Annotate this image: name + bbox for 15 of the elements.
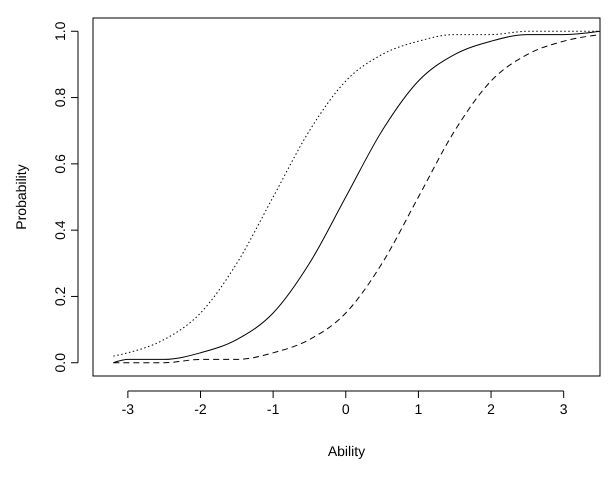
x-tick-label: 1 xyxy=(414,401,423,417)
y-axis-title: Probability xyxy=(13,164,29,230)
y-tick-label: 0.8 xyxy=(52,88,68,108)
x-tick-label: 0 xyxy=(342,401,350,417)
x-tick-label: 3 xyxy=(560,401,568,417)
x-axis-title: Ability xyxy=(328,443,366,459)
y-tick-label: 0.2 xyxy=(52,286,68,306)
x-tick-label: -2 xyxy=(194,401,207,417)
y-tick-label: 0.6 xyxy=(52,154,68,174)
x-tick-label: -3 xyxy=(122,401,134,417)
y-tick-label: 0.0 xyxy=(52,352,68,372)
x-tick-label: 2 xyxy=(487,401,496,417)
y-tick-label: 1.0 xyxy=(52,21,68,41)
y-tick-label: 0.4 xyxy=(52,220,68,240)
x-tick-label: -1 xyxy=(266,401,280,417)
